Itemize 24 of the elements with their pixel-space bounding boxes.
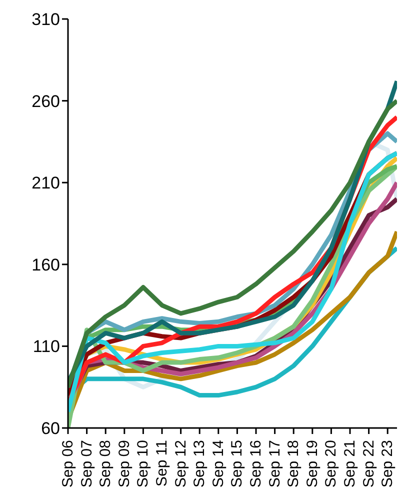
x-tick-label: Sep 09 <box>116 440 133 488</box>
x-tick-label: Sep 11 <box>154 440 170 486</box>
x-tick-label: Sep 12 <box>172 440 190 488</box>
y-tick-label: 160 <box>32 255 60 274</box>
x-tick-label: Sep 15 <box>228 440 246 488</box>
x-tick-label: Sep 18 <box>285 440 302 488</box>
y-tick-label: 60 <box>41 419 60 438</box>
y-tick-label: 210 <box>32 174 60 193</box>
y-tick-label: 310 <box>32 10 60 30</box>
x-tick-label: Sep 20 <box>322 440 340 488</box>
x-tick-label: Sep 08 <box>97 440 114 488</box>
x-tick-label: Sep 16 <box>248 440 264 488</box>
x-tick-label: Sep 17 <box>266 440 284 488</box>
x-tick-label: Sep 14 <box>210 440 227 488</box>
x-tick-label: Sep 22 <box>360 440 378 488</box>
x-tick-label: Sep 23 <box>379 440 396 488</box>
y-tick-label: 110 <box>32 337 60 356</box>
x-tick-label: Sep 21 <box>342 440 358 488</box>
x-tick-label: Sep 10 <box>134 440 152 488</box>
x-tick-label: Sep 07 <box>78 440 96 488</box>
x-tick-label: Sep 06 <box>60 440 76 488</box>
x-tick-label: Sep 19 <box>304 440 321 488</box>
x-tick-label: Sep 13 <box>191 440 208 488</box>
y-tick-label: 260 <box>32 92 60 111</box>
